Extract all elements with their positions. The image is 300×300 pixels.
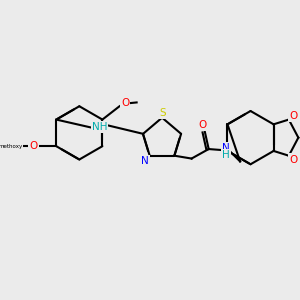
Text: O: O	[121, 98, 129, 108]
Text: H: H	[222, 150, 230, 160]
Text: S: S	[160, 108, 166, 118]
Text: O: O	[290, 111, 298, 121]
Text: NH: NH	[92, 122, 107, 132]
Text: N: N	[141, 156, 149, 167]
Text: O: O	[199, 120, 207, 130]
Text: methoxy: methoxy	[0, 144, 23, 149]
Text: N: N	[222, 143, 230, 153]
Text: O: O	[29, 141, 38, 151]
Text: O: O	[290, 154, 298, 164]
